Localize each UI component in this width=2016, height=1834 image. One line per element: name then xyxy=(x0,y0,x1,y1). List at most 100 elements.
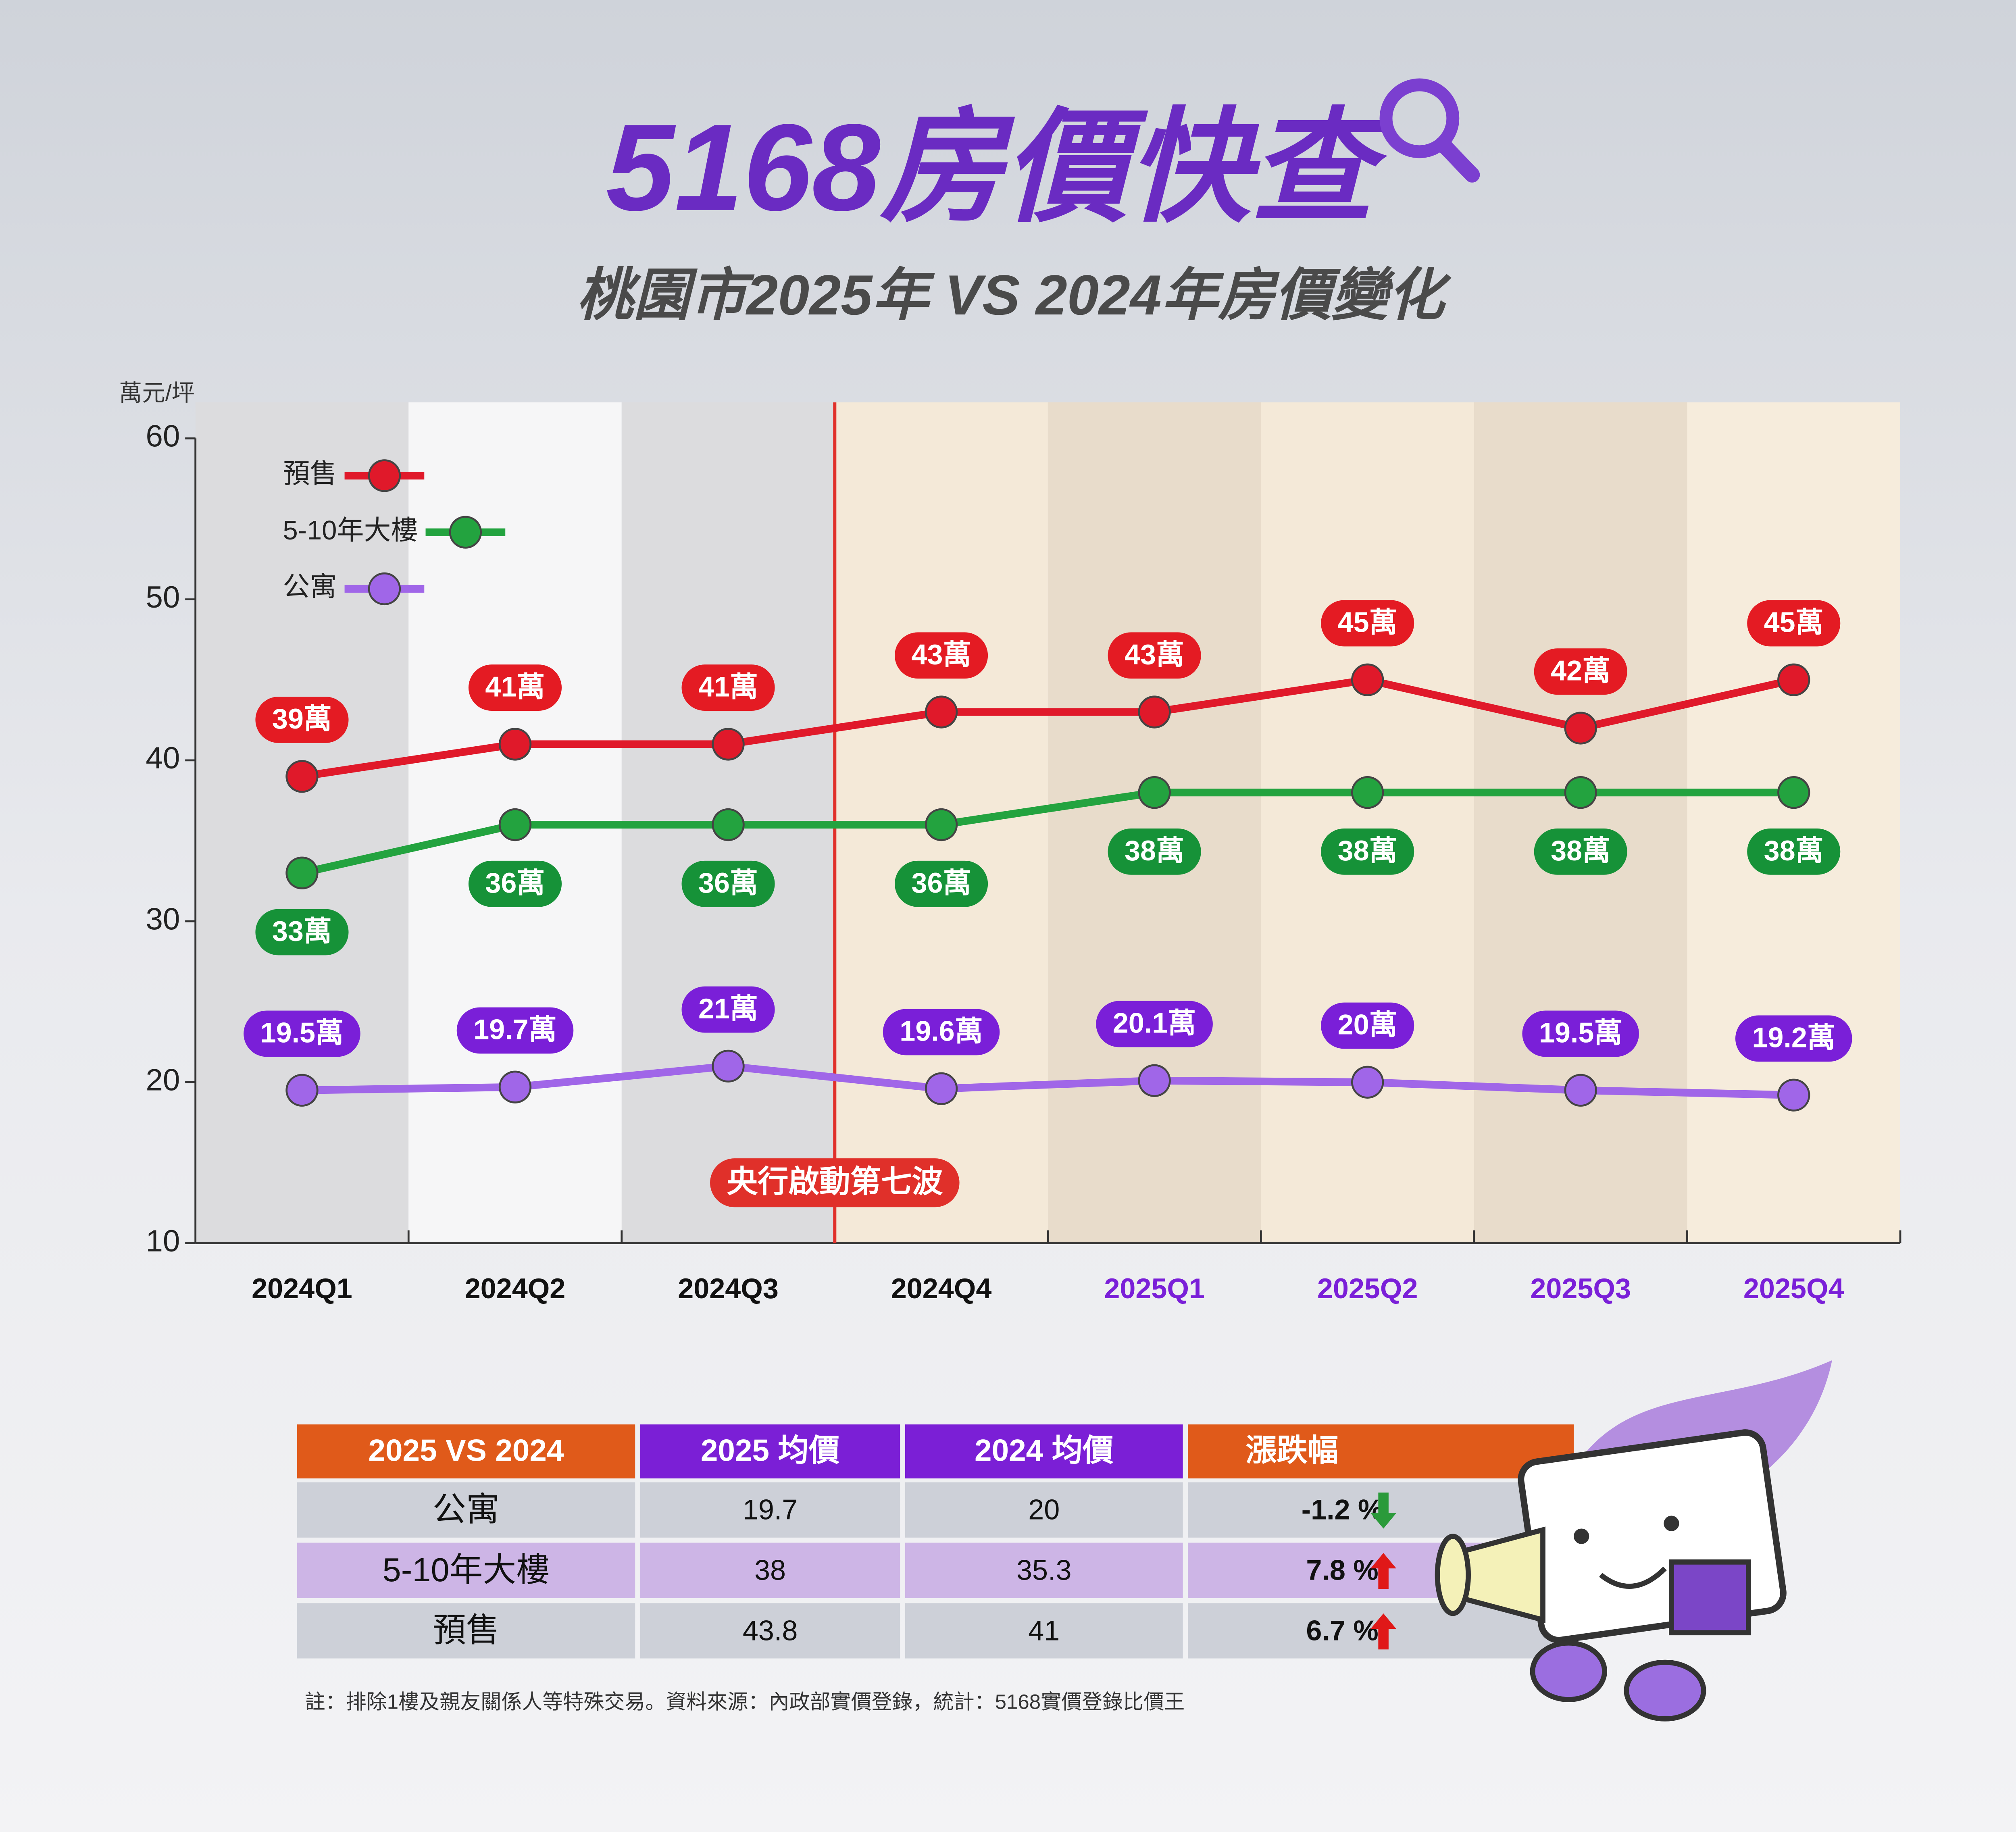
data-point xyxy=(712,1049,745,1083)
plot-band xyxy=(1048,402,1261,1243)
data-label: 20萬 xyxy=(1338,1009,1397,1041)
x-tick-label: 2024Q1 xyxy=(252,1272,352,1304)
data-label: 36萬 xyxy=(698,867,758,899)
table-header: 2025 VS 2024 xyxy=(368,1434,564,1468)
table-cell-text: 19.7 xyxy=(743,1494,798,1526)
data-label: 21萬 xyxy=(698,993,758,1024)
chart: 10 20 30 40 50 60 2024Q1 2024Q2 2024Q3 2024Q4 2025… xyxy=(146,402,1901,1304)
data-point xyxy=(285,1074,319,1107)
data-point xyxy=(1351,663,1384,696)
data-point xyxy=(498,808,532,841)
data-point xyxy=(1777,1078,1810,1112)
table-header-cell xyxy=(297,1424,635,1479)
data-label-bg xyxy=(681,664,775,711)
data-label-bg xyxy=(244,1010,360,1057)
table-cell-text: 6.7 % xyxy=(1306,1614,1378,1646)
data-label-bg xyxy=(1534,648,1627,695)
table-cell xyxy=(905,1543,1183,1598)
data-label: 45萬 xyxy=(1764,606,1824,638)
data-point xyxy=(1564,712,1597,745)
plot-band xyxy=(1474,402,1687,1243)
y-tick-label: 30 xyxy=(146,902,180,936)
table-cell-text: 7.8 % xyxy=(1306,1554,1378,1586)
data-label: 19.7萬 xyxy=(473,1014,557,1045)
table-cell xyxy=(640,1603,900,1659)
data-point xyxy=(712,808,745,841)
x-tick-label: 2025Q3 xyxy=(1530,1272,1631,1304)
data-label: 38萬 xyxy=(1125,835,1184,866)
legend-marker xyxy=(368,459,401,492)
table-cell-text: 20 xyxy=(1028,1494,1060,1526)
x-tick-label: 2024Q3 xyxy=(678,1272,779,1304)
series-line xyxy=(301,676,1795,781)
data-label: 33萬 xyxy=(272,915,332,947)
trend-arrow xyxy=(1370,1553,1397,1589)
y-tick-label: 40 xyxy=(146,741,180,775)
annotation-bg xyxy=(710,1158,960,1207)
data-label-bg xyxy=(1522,1010,1639,1057)
table-cell-text: 預售 xyxy=(433,1611,500,1649)
data-label: 19.5萬 xyxy=(260,1017,344,1049)
x-tick-label: 2025Q4 xyxy=(1743,1272,1844,1304)
data-label-bg xyxy=(255,909,349,956)
data-label-bg xyxy=(1735,1015,1852,1062)
legend-label: 預售 xyxy=(283,459,337,489)
data-label: 19.5萬 xyxy=(1539,1017,1622,1049)
data-point xyxy=(1351,776,1384,809)
table-cell-text: 35.3 xyxy=(1016,1554,1072,1586)
data-label: 42萬 xyxy=(1551,654,1610,686)
annotation: 央行啟動第七波 xyxy=(727,1165,943,1199)
data-point xyxy=(1564,1074,1597,1107)
data-label: 38萬 xyxy=(1338,835,1397,866)
table-cell xyxy=(297,1543,635,1598)
table-cell xyxy=(297,1603,635,1659)
data-label-bg xyxy=(681,860,775,907)
plot-band xyxy=(1261,402,1474,1243)
table-cell-text: 公寓 xyxy=(433,1491,500,1528)
y-tick-label: 60 xyxy=(146,419,180,454)
data-point xyxy=(1351,1066,1384,1099)
footnote: 註：排除1樓及親友關係人等特殊交易。資料來源：內政部實價登錄，統計：5168實價… xyxy=(305,1690,1185,1713)
table-cell xyxy=(905,1603,1183,1659)
data-label-bg xyxy=(1321,600,1414,647)
table-cell xyxy=(640,1543,900,1598)
data-point xyxy=(925,808,958,841)
table-cell-text: -1.2 % xyxy=(1302,1494,1383,1526)
table-header: 2024 均價 xyxy=(975,1434,1114,1468)
table-cell-text: 38 xyxy=(754,1554,786,1586)
data-point xyxy=(498,1070,532,1103)
data-label: 38萬 xyxy=(1551,835,1610,866)
trend-arrow xyxy=(1370,1613,1397,1650)
y-tick-label: 20 xyxy=(146,1063,180,1097)
data-label: 43萬 xyxy=(911,638,971,670)
y-tick-label: 10 xyxy=(146,1224,180,1258)
y-axis-label: 萬元/坪 xyxy=(119,380,195,406)
table-header: 2025 均價 xyxy=(701,1434,840,1468)
data-point xyxy=(925,1072,958,1105)
table-cell xyxy=(297,1482,635,1538)
data-label-bg xyxy=(1108,632,1201,679)
y-tick-label: 50 xyxy=(146,580,180,614)
data-label-bg xyxy=(1747,828,1841,875)
data-label-bg xyxy=(468,860,562,907)
legend-label: 5-10年大樓 xyxy=(283,515,418,545)
table-header-cell xyxy=(905,1424,1183,1479)
legend-marker xyxy=(368,572,401,606)
data-label-bg xyxy=(883,1009,1000,1055)
data-label: 20.1萬 xyxy=(1113,1007,1196,1039)
data-point xyxy=(285,856,319,889)
title: 5168房價快查 xyxy=(606,98,1393,236)
data-label: 39萬 xyxy=(272,703,332,735)
data-point xyxy=(1777,663,1810,696)
table-cell xyxy=(905,1482,1183,1538)
data-label-bg xyxy=(1321,1002,1414,1049)
data-label-bg xyxy=(895,632,988,679)
data-label-bg xyxy=(255,697,349,743)
plot-band xyxy=(1687,402,1901,1243)
series-line xyxy=(302,1062,1794,1099)
data-point xyxy=(1564,776,1597,809)
data-point xyxy=(1777,776,1810,809)
mascot xyxy=(1435,1360,1833,1722)
